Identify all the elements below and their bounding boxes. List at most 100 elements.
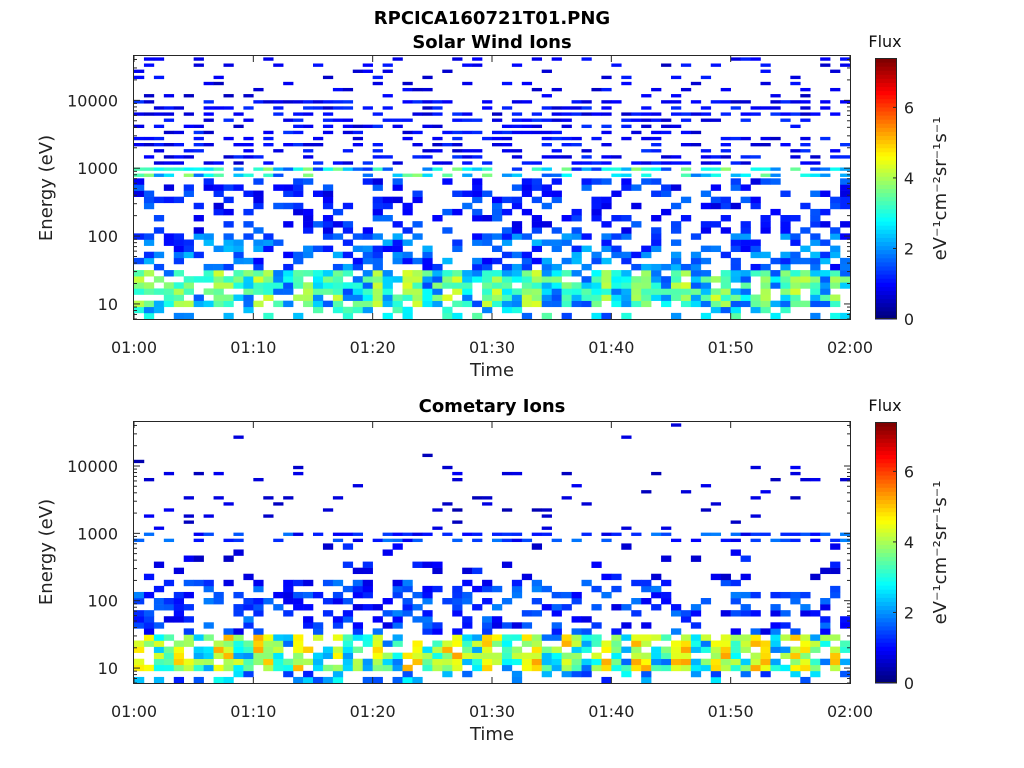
heatmap-cell <box>760 282 771 289</box>
heatmap-cell <box>581 106 592 110</box>
heatmap-cell <box>531 124 543 129</box>
heatmap-cell <box>462 81 473 86</box>
heatmap-cell <box>143 312 155 320</box>
heatmap-cell <box>472 263 483 271</box>
heatmap-cell <box>591 312 602 320</box>
heatmap-cell <box>303 579 314 587</box>
heatmap-cell <box>362 561 373 568</box>
heatmap-cell <box>581 167 592 171</box>
heatmap-cell <box>402 118 413 122</box>
heatmap-cell <box>710 161 722 165</box>
heatmap-cell <box>253 270 264 277</box>
colorbar-segment <box>875 290 897 296</box>
heatmap-cell <box>462 167 473 171</box>
colorbar-segment <box>875 143 897 149</box>
heatmap-cell <box>760 532 771 536</box>
heatmap-cell <box>392 184 403 191</box>
heatmap-cell <box>561 664 572 672</box>
heatmap-cell <box>322 118 334 122</box>
heatmap-cell <box>253 477 264 482</box>
heatmap-cell <box>531 112 543 116</box>
heatmap-cell <box>273 288 284 295</box>
heatmap-cell <box>223 555 234 562</box>
heatmap-cell <box>661 155 672 159</box>
heatmap-cell <box>372 124 383 129</box>
colorbar-segment <box>875 204 897 210</box>
heatmap-cell <box>690 276 702 283</box>
heatmap-cell <box>243 190 254 197</box>
heatmap-cell <box>183 555 194 562</box>
heatmap-cell <box>700 598 712 605</box>
heatmap-cell <box>482 263 493 271</box>
heatmap-cell <box>243 173 254 177</box>
heatmap-cell <box>213 75 224 80</box>
heatmap-cell <box>710 300 722 308</box>
heatmap-cell <box>651 112 662 116</box>
colorbar-segment <box>875 438 897 443</box>
heatmap-cell <box>303 294 314 301</box>
heatmap-cell <box>730 263 741 271</box>
heatmap-cell <box>770 100 781 104</box>
heatmap-cell <box>621 435 632 439</box>
heatmap-cell <box>720 215 731 222</box>
heatmap-cell <box>710 294 722 301</box>
heatmap-cell <box>840 646 851 653</box>
heatmap-cell <box>561 604 572 611</box>
heatmap-cell <box>820 532 831 536</box>
heatmap-cell <box>611 294 622 301</box>
heatmap-cell <box>720 288 731 295</box>
heatmap-cell <box>501 106 513 110</box>
heatmap-cell <box>561 670 572 678</box>
heatmap-cell <box>134 646 145 653</box>
heatmap-cell <box>134 282 145 289</box>
heatmap-cell <box>293 646 304 653</box>
heatmap-cell <box>452 598 463 605</box>
heatmap-cell <box>810 155 821 159</box>
heatmap-cell <box>601 294 612 301</box>
heatmap-cell <box>561 233 572 240</box>
heatmap-cell <box>700 646 712 653</box>
heatmap-cell <box>601 276 612 283</box>
heatmap-cell <box>690 130 702 135</box>
heatmap-cell <box>442 664 453 672</box>
heatmap-cell <box>710 100 722 104</box>
heatmap-cell <box>680 173 692 177</box>
heatmap-cell <box>402 288 413 295</box>
colorbar-segment <box>875 58 897 63</box>
heatmap-cell <box>760 178 771 185</box>
colorbar-segment <box>875 225 897 230</box>
heatmap-cell <box>770 300 781 308</box>
heatmap-cell <box>322 221 334 228</box>
heatmap-cell <box>322 610 334 617</box>
heatmap-cell <box>143 143 155 147</box>
heatmap-cell <box>511 471 523 476</box>
heatmap-cell <box>462 63 473 67</box>
heatmap-cell <box>183 149 194 153</box>
heatmap-cell <box>740 646 751 653</box>
heatmap-cell <box>472 63 483 67</box>
x-tick-label: 01:10 <box>230 338 276 357</box>
heatmap-cell <box>293 167 304 171</box>
heatmap-cell <box>322 676 334 684</box>
colorbar-segment <box>875 294 897 300</box>
heatmap-cell <box>790 239 801 246</box>
heatmap-cell <box>492 282 503 289</box>
y-tick-label: 1000 <box>77 159 118 178</box>
colorbar-segment <box>875 495 897 500</box>
heatmap-cell <box>700 270 712 277</box>
heatmap-cell <box>153 640 165 647</box>
heatmap-cell <box>263 658 274 666</box>
heatmap-cell <box>641 282 652 289</box>
heatmap-cell <box>153 276 165 283</box>
heatmap-cell <box>322 282 334 289</box>
heatmap-cell <box>501 173 513 177</box>
heatmap-cell <box>820 622 831 629</box>
colorbar-segment <box>875 503 897 509</box>
heatmap-cell <box>134 100 145 104</box>
heatmap-cell <box>501 136 513 141</box>
heatmap-cell <box>452 149 463 153</box>
heatmap-cell <box>511 538 523 543</box>
heatmap-cell <box>163 508 175 512</box>
heatmap-cell <box>412 190 423 197</box>
heatmap-cell <box>591 112 602 116</box>
